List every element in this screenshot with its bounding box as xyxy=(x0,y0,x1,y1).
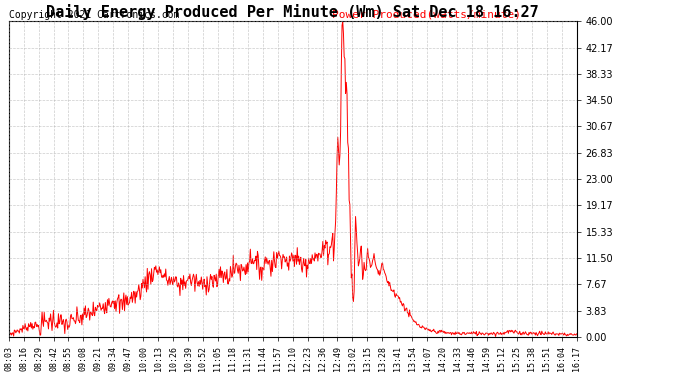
Title: Daily Energy Produced Per Minute (Wm) Sat Dec 18 16:27: Daily Energy Produced Per Minute (Wm) Sa… xyxy=(46,4,539,20)
Text: Power Produced(watts/minute): Power Produced(watts/minute) xyxy=(333,10,522,20)
Text: Copyright 2021 Cartronics.com: Copyright 2021 Cartronics.com xyxy=(9,10,179,20)
